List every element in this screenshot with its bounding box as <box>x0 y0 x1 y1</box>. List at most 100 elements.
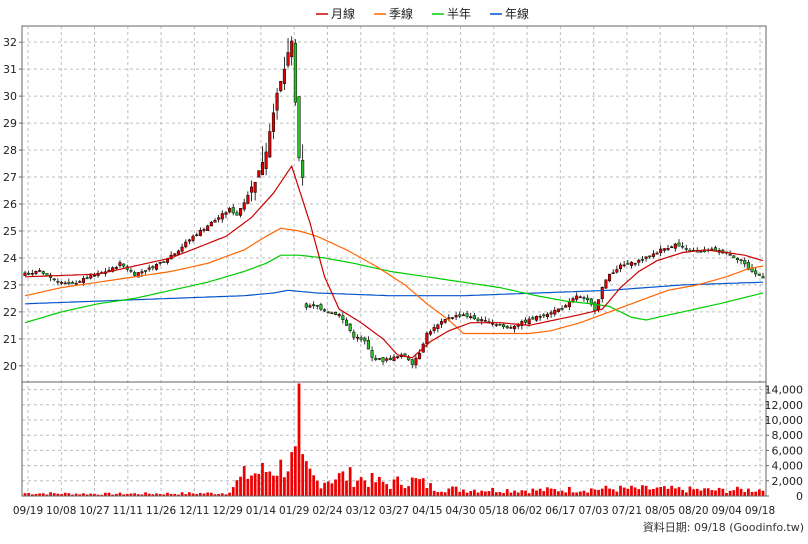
volume-bar <box>235 480 239 496</box>
candle-body <box>732 255 736 258</box>
volume-bar <box>571 492 575 496</box>
candlestick <box>249 180 254 202</box>
volume-bar <box>388 489 392 496</box>
candle-body <box>472 315 476 320</box>
candle-body <box>629 261 634 266</box>
volume-bar <box>188 492 191 496</box>
legend-label: 半年 <box>447 7 471 21</box>
volume-bar <box>743 492 747 496</box>
candle-body <box>513 325 517 330</box>
volume-bar <box>641 485 644 496</box>
volume-bar <box>648 489 652 496</box>
volume-bar <box>30 494 34 496</box>
candle-body <box>198 229 202 236</box>
volume-bar <box>699 490 703 496</box>
candlestick <box>589 297 593 307</box>
candle-body <box>586 297 590 301</box>
candlestick <box>505 325 509 329</box>
candlestick <box>392 354 396 362</box>
candle-body <box>154 264 159 270</box>
volume-bar <box>297 383 301 496</box>
price-tick: 21 <box>3 333 22 346</box>
candle-body <box>622 264 626 267</box>
candlestick <box>648 255 652 260</box>
volume-bar <box>206 492 210 496</box>
candle-body <box>754 270 758 275</box>
candle-body <box>363 337 367 342</box>
candle-body <box>410 359 414 365</box>
candlestick <box>275 88 279 120</box>
candlestick <box>586 294 590 304</box>
candle-body <box>615 269 619 273</box>
volume-bar <box>246 478 250 496</box>
candlestick <box>608 273 612 283</box>
candlestick <box>370 346 374 362</box>
candlestick <box>403 352 407 356</box>
candle-body <box>60 281 64 284</box>
candlestick <box>564 303 568 308</box>
candlestick <box>337 313 341 318</box>
candle-body <box>286 52 290 66</box>
candle-body <box>147 267 151 270</box>
candlestick <box>443 319 447 324</box>
volume-bar <box>74 493 78 496</box>
volume-tick: 6,000 <box>766 444 803 457</box>
volume-bar <box>633 487 637 496</box>
volume-bar <box>239 476 242 496</box>
candlestick <box>129 267 133 274</box>
volume-bar <box>202 493 206 496</box>
candle-body <box>567 301 571 308</box>
candle-body <box>502 324 506 327</box>
volume-bar <box>451 486 454 496</box>
volume-bar <box>747 488 750 496</box>
volume-bar <box>308 468 312 496</box>
candlestick <box>308 303 312 309</box>
candlestick <box>626 259 630 265</box>
volume-bar <box>220 493 224 496</box>
candlestick <box>144 270 148 275</box>
candle-body <box>648 255 652 258</box>
volume-bar <box>217 493 221 496</box>
candlestick <box>699 250 703 253</box>
volume-bar <box>228 492 231 496</box>
candlestick <box>713 245 718 252</box>
volume-tick-label: 6,000 <box>772 444 804 457</box>
volume-bar <box>513 490 516 496</box>
candle-body <box>505 325 509 329</box>
volume-bar <box>104 492 107 496</box>
volume-bar <box>100 494 104 496</box>
candle-body <box>180 246 184 252</box>
candle-body <box>644 256 648 259</box>
volume-bar <box>655 487 659 496</box>
volume-tick-label: 0 <box>796 490 803 503</box>
candle-body <box>655 252 659 255</box>
volume-bar <box>385 484 389 496</box>
candle-body <box>520 321 524 326</box>
volume-bar <box>198 492 202 496</box>
volume-bar <box>611 489 615 496</box>
candle-body <box>173 253 177 256</box>
candle-body <box>392 356 396 362</box>
candle-body <box>359 337 363 340</box>
candle-body <box>301 160 305 178</box>
chart-grid <box>22 26 766 496</box>
candlestick <box>450 316 454 320</box>
price-tick: 31 <box>3 63 22 76</box>
candle-body <box>78 281 82 283</box>
candlestick <box>655 251 659 255</box>
volume-tick: 2,000 <box>766 475 803 488</box>
volume-bar <box>429 483 432 496</box>
candle-body <box>670 246 674 248</box>
candlestick <box>180 243 184 254</box>
volume-bar <box>275 475 279 496</box>
candle-body <box>158 262 162 264</box>
volume-bar <box>363 480 367 496</box>
price-tick: 28 <box>3 144 22 157</box>
legend-label: 年線 <box>505 6 529 21</box>
volume-bar <box>334 479 337 496</box>
candle-body <box>458 314 462 317</box>
price-tick-label: 22 <box>3 306 17 319</box>
volume-bar <box>147 493 151 496</box>
candlestick <box>498 323 502 326</box>
candle-body <box>370 350 374 358</box>
